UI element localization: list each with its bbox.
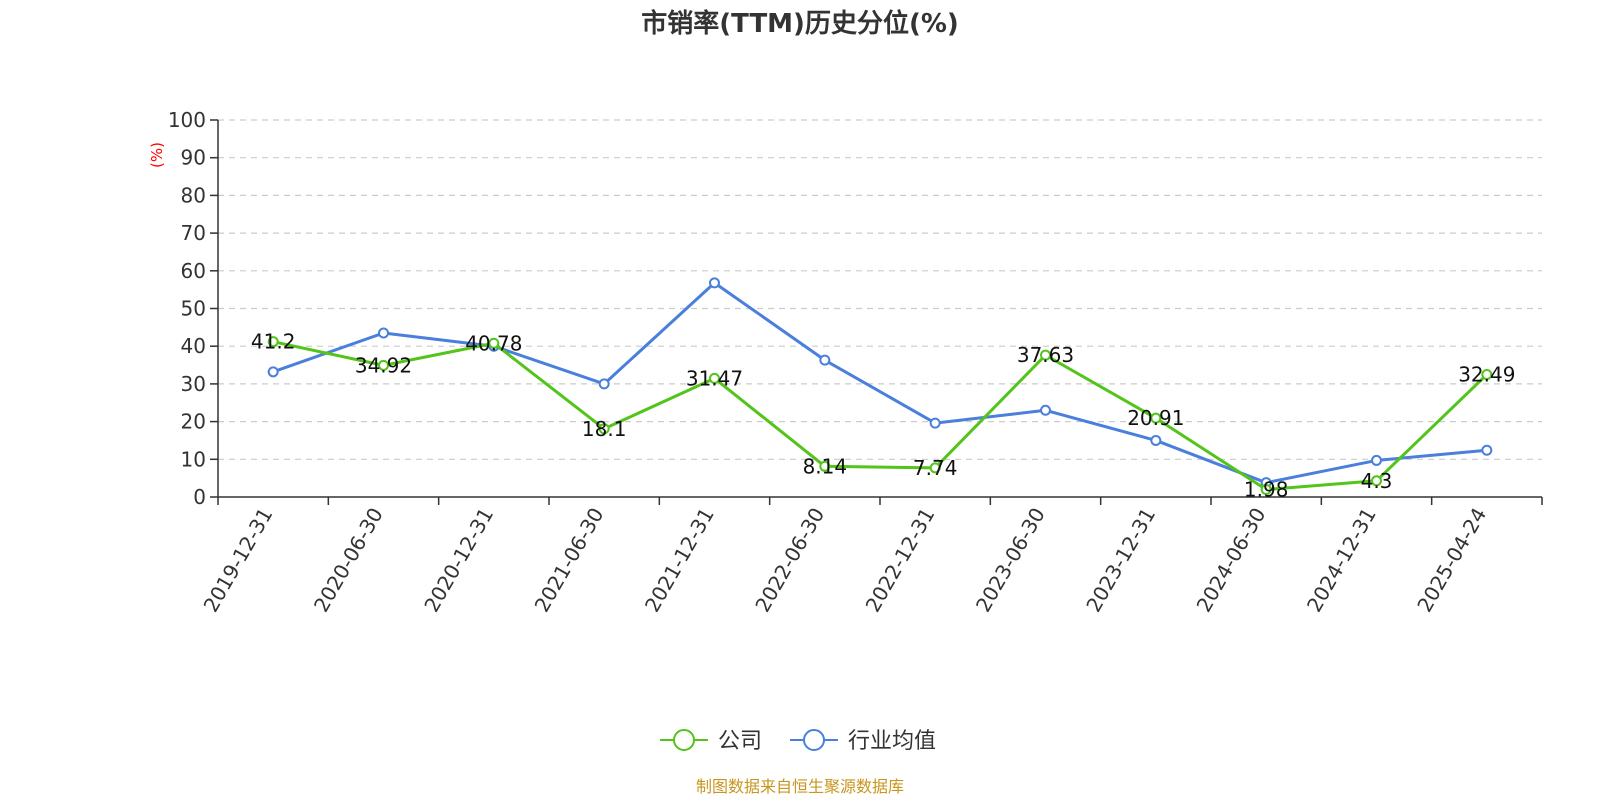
y-tick-label: 30 <box>181 372 206 396</box>
y-tick-label: 60 <box>181 259 206 283</box>
data-label: 8.14 <box>803 454 848 478</box>
x-tick-label: 2023-12-31 <box>1081 504 1160 617</box>
data-point-1 <box>929 417 941 429</box>
x-tick-label: 2019-12-31 <box>199 504 278 617</box>
data-point-1 <box>378 327 389 339</box>
y-tick-label: 50 <box>181 297 206 321</box>
series-line-1 <box>272 281 1487 485</box>
y-tick-label: 70 <box>181 221 206 245</box>
data-label: 4.3 <box>1361 469 1393 493</box>
data-point-0 <box>598 423 610 435</box>
chart-title: 市销率(TTM)历史分位(%) <box>641 8 959 39</box>
y-tick-label: 100 <box>168 108 206 132</box>
y-axis-unit-label: (%) <box>148 142 166 168</box>
data-label: 7.74 <box>913 456 958 480</box>
legend-item-1[interactable]: 行业均值 <box>790 729 936 754</box>
data-label: 32.49 <box>1458 363 1515 387</box>
data-point-0 <box>267 336 279 348</box>
data-point-0 <box>1371 475 1382 487</box>
data-point-1 <box>598 378 610 390</box>
data-point-0 <box>929 462 941 474</box>
legend[interactable]: 公司 行业均值 <box>660 729 936 754</box>
data-label: 37.63 <box>1017 343 1074 367</box>
data-label: 40.78 <box>465 331 522 355</box>
legend-item-0[interactable]: 公司 <box>660 729 762 754</box>
data-label: 1.98 <box>1244 478 1289 502</box>
x-tick-label: 2024-06-30 <box>1192 504 1271 617</box>
data-point-0 <box>819 460 831 472</box>
legend-marker <box>803 729 825 751</box>
data-point-1 <box>709 277 720 289</box>
data-point-0 <box>378 359 389 371</box>
data-source-note: 制图数据来自恒生聚源数据库 <box>696 777 904 796</box>
data-labels: 41.2 34.92 40.78 18.1 31.47 8.14 7.74 37.63 20.9… <box>251 330 1516 502</box>
grid-lines <box>218 119 1542 460</box>
x-tick-label: 2020-06-30 <box>309 504 388 617</box>
y-tick-label: 20 <box>181 410 206 434</box>
data-point-0 <box>1260 484 1272 496</box>
data-point-1 <box>1040 404 1051 416</box>
x-tick-label: 2022-12-31 <box>861 504 940 617</box>
y-tick-label: 40 <box>181 334 206 358</box>
y-tick-label: 10 <box>181 447 206 471</box>
y-tick-label: 90 <box>181 146 206 170</box>
x-tick-label: 2022-06-30 <box>750 504 829 617</box>
legend-label: 行业均值 <box>848 729 936 754</box>
data-label: 20.91 <box>1127 406 1184 430</box>
data-point-1 <box>1481 444 1493 456</box>
x-tick-label: 2023-06-30 <box>971 504 1050 617</box>
x-tick-label: 2021-06-30 <box>530 504 609 617</box>
data-point-1 <box>1150 434 1162 446</box>
data-point-0 <box>709 372 720 384</box>
x-tick-label: 2025-04-24 <box>1412 504 1491 617</box>
data-point-0 <box>488 337 500 349</box>
legend-marker <box>673 729 695 751</box>
data-point-1 <box>1371 454 1382 466</box>
x-tick-label: 2024-12-31 <box>1302 504 1381 617</box>
x-tick-label: 2020-12-31 <box>419 504 498 617</box>
data-label: 31.47 <box>686 366 743 390</box>
series-layer <box>267 277 1493 496</box>
data-label: 34.92 <box>355 353 412 377</box>
data-point-1 <box>267 366 279 378</box>
data-point-0 <box>1481 369 1493 381</box>
data-point-1 <box>819 354 831 366</box>
data-label: 41.2 <box>251 330 296 354</box>
y-tick-label: 80 <box>181 183 206 207</box>
data-label: 18.1 <box>582 417 627 441</box>
data-point-0 <box>1040 349 1051 361</box>
y-tick-label: 0 <box>193 485 206 509</box>
x-tick-label: 2021-12-31 <box>640 504 719 617</box>
legend-label: 公司 <box>718 729 762 754</box>
data-point-0 <box>1150 412 1162 424</box>
series-line-0 <box>272 340 1488 492</box>
